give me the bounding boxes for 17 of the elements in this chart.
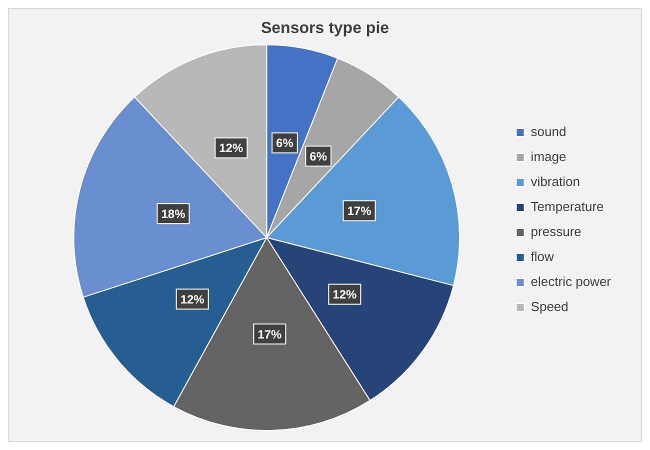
- legend-label: vibration: [530, 174, 580, 190]
- legend-label: flow: [530, 249, 555, 264]
- legend-label: Temperature: [530, 199, 604, 214]
- chart-title: Sensors type pie: [260, 20, 390, 38]
- legend-label: pressure: [530, 224, 582, 240]
- data-label: 18%: [161, 206, 186, 221]
- legend-label: image: [530, 149, 566, 164]
- data-label: 6%: [276, 136, 294, 150]
- data-label: 12%: [180, 292, 205, 306]
- legend-label: sound: [530, 124, 566, 140]
- data-label: 12%: [219, 141, 244, 156]
- data-label: 17%: [347, 204, 372, 218]
- legend-label: electric power: [530, 274, 612, 290]
- data-label: 12%: [332, 288, 358, 302]
- data-label: 6%: [310, 149, 328, 164]
- data-label: 17%: [258, 327, 282, 342]
- legend-label: Speed: [530, 299, 568, 314]
